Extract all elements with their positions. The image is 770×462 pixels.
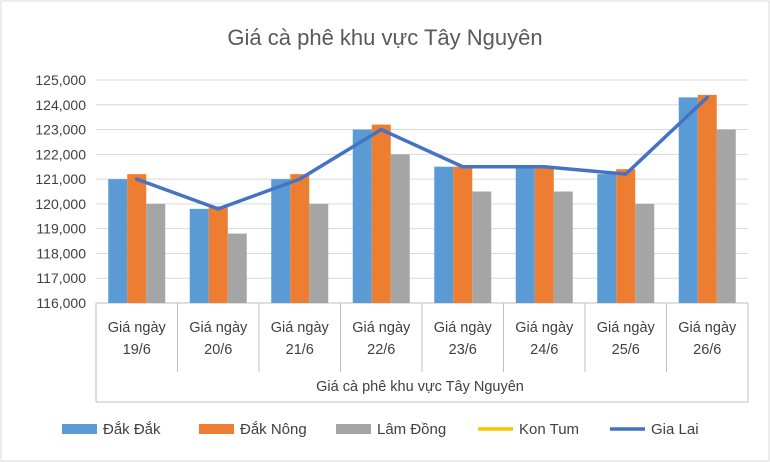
bar (534, 166, 554, 303)
y-tick-label: 124,000 (35, 97, 86, 113)
legend-label: Gia Lai (651, 421, 699, 438)
bar (271, 179, 291, 303)
bar (371, 124, 391, 303)
bar (697, 94, 717, 303)
legend-label: Đắk Nông (240, 421, 307, 438)
x-tick-label: 23/6 (449, 342, 477, 358)
x-tick-label: Giá ngày (108, 320, 167, 336)
x-tick-label: Giá ngày (189, 320, 248, 336)
x-tick-label: Giá ngày (678, 320, 737, 336)
legend-swatch (336, 424, 371, 434)
legend: Đắk Đắk Đắk Nông Lâm Đồng Kon Tum Gia Lai (62, 421, 699, 438)
bar (678, 97, 698, 303)
y-tick-label: 120,000 (35, 196, 86, 212)
y-tick-label: 116,000 (36, 295, 86, 311)
legend-label: Kon Tum (519, 421, 579, 438)
bar (453, 166, 473, 303)
x-tick-label: 21/6 (286, 342, 314, 358)
bar (352, 129, 372, 303)
x-tick-label: 22/6 (367, 342, 395, 358)
x-axis-categories: Giá ngày 19/6 Giá ngày 20/6 Giá ngày 21/6 Giá … (108, 320, 737, 358)
y-tick-label: 117,000 (36, 270, 86, 286)
bar (309, 203, 329, 303)
bar (597, 174, 617, 303)
legend-swatch (199, 424, 234, 434)
y-tick-label: 121,000 (35, 171, 86, 187)
x-tick-label: 24/6 (530, 342, 558, 358)
bar (208, 206, 228, 303)
y-tick-label: 119,000 (36, 221, 86, 237)
y-tick-label: 125,000 (35, 72, 86, 88)
x-axis-title: Giá cà phê khu vực Tây Nguyên (316, 379, 524, 395)
bar (146, 203, 166, 303)
bar (553, 191, 573, 303)
bar (390, 154, 410, 303)
legend-swatch (62, 424, 97, 434)
series-line (135, 95, 709, 211)
x-tick-label: Giá ngày (515, 320, 574, 336)
bar (716, 129, 736, 303)
x-tick-label: Giá ngày (352, 320, 411, 336)
y-tick-label: 123,000 (35, 122, 86, 138)
bar (635, 203, 655, 303)
bar (616, 169, 636, 303)
y-tick-label: 118,000 (36, 245, 86, 261)
bar (472, 191, 492, 303)
y-axis-ticks: 116,000 117,000 118,000 119,000 120,000 121,0… (35, 72, 86, 311)
bar (290, 174, 310, 303)
bar (127, 174, 147, 303)
x-tick-label: Giá ngày (597, 320, 656, 336)
series-lines (135, 95, 709, 211)
bars (108, 94, 736, 303)
x-tick-label: 26/6 (693, 342, 721, 358)
chart-title: Giá cà phê khu vực Tây Nguyên (227, 25, 542, 50)
x-tick-label: 20/6 (204, 342, 232, 358)
bar (227, 233, 247, 303)
legend-label: Đắk Đắk (103, 421, 161, 438)
bar (108, 179, 128, 303)
x-tick-label: 25/6 (612, 342, 640, 358)
x-tick-label: 19/6 (123, 342, 151, 358)
y-tick-label: 122,000 (35, 146, 86, 162)
bar (515, 166, 535, 303)
x-tick-label: Giá ngày (271, 320, 330, 336)
bar (434, 166, 454, 303)
bar (189, 208, 209, 303)
x-tick-label: Giá ngày (434, 320, 493, 336)
legend-label: Lâm Đồng (377, 421, 446, 438)
